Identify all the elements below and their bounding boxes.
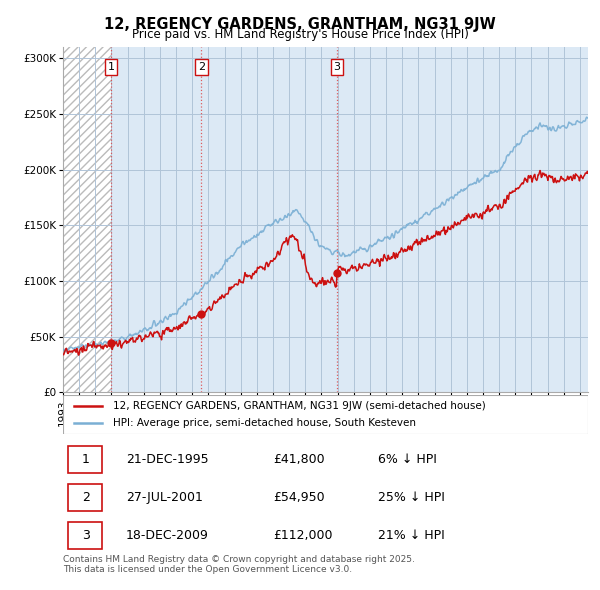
Text: 3: 3: [334, 62, 340, 72]
Text: 21-DEC-1995: 21-DEC-1995: [126, 453, 209, 466]
Text: 3: 3: [82, 529, 89, 542]
Text: 2: 2: [82, 491, 89, 504]
Text: 12, REGENCY GARDENS, GRANTHAM, NG31 9JW (semi-detached house): 12, REGENCY GARDENS, GRANTHAM, NG31 9JW …: [113, 401, 485, 411]
Text: £41,800: £41,800: [273, 453, 325, 466]
Text: Price paid vs. HM Land Registry's House Price Index (HPI): Price paid vs. HM Land Registry's House …: [131, 28, 469, 41]
FancyBboxPatch shape: [68, 522, 103, 549]
Bar: [63, 47, 111, 392]
FancyBboxPatch shape: [63, 395, 588, 434]
FancyBboxPatch shape: [68, 447, 103, 473]
Text: 1: 1: [107, 62, 115, 72]
Text: 27-JUL-2001: 27-JUL-2001: [126, 491, 203, 504]
Text: 2: 2: [198, 62, 205, 72]
Text: Contains HM Land Registry data © Crown copyright and database right 2025.
This d: Contains HM Land Registry data © Crown c…: [63, 555, 415, 574]
Text: 21% ↓ HPI: 21% ↓ HPI: [378, 529, 445, 542]
Text: HPI: Average price, semi-detached house, South Kesteven: HPI: Average price, semi-detached house,…: [113, 418, 416, 428]
FancyBboxPatch shape: [68, 484, 103, 511]
Text: 6% ↓ HPI: 6% ↓ HPI: [378, 453, 437, 466]
Text: 12, REGENCY GARDENS, GRANTHAM, NG31 9JW: 12, REGENCY GARDENS, GRANTHAM, NG31 9JW: [104, 17, 496, 31]
Text: 25% ↓ HPI: 25% ↓ HPI: [378, 491, 445, 504]
Text: £112,000: £112,000: [273, 529, 332, 542]
Text: £54,950: £54,950: [273, 491, 325, 504]
Text: 18-DEC-2009: 18-DEC-2009: [126, 529, 209, 542]
Text: 1: 1: [82, 453, 89, 466]
